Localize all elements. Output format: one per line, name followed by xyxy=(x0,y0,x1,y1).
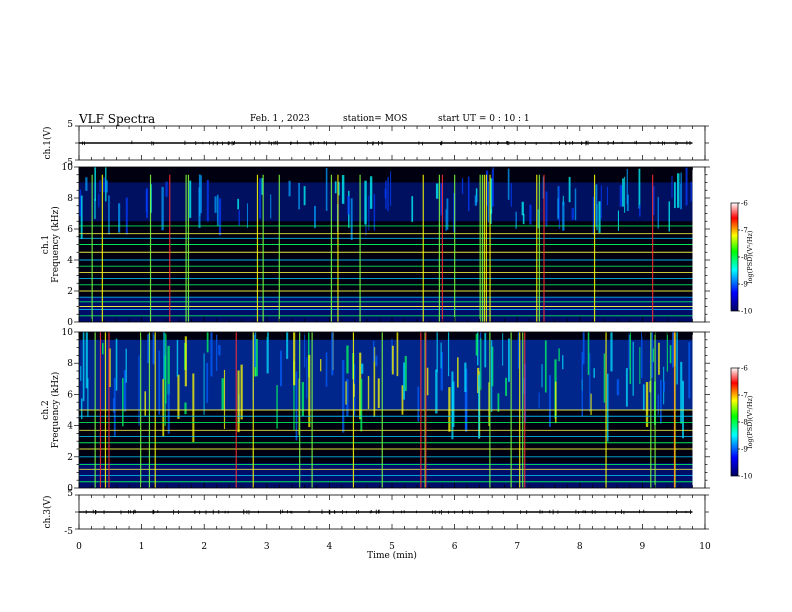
ch1-spectrogram-ytick-label: 6 xyxy=(67,225,73,235)
date-label: Feb. 1 , 2023 xyxy=(250,114,310,124)
colorbar-tick-label: -8 xyxy=(741,254,748,262)
ch3-waveform-ytick-label: -5 xyxy=(64,527,73,537)
colorbar-tick-label: -8 xyxy=(741,419,748,427)
ch1-waveform-ytick-label: 5 xyxy=(67,120,73,130)
colorbar-tick-label: -10 xyxy=(741,308,752,316)
colorbar-tick-label: -6 xyxy=(741,200,748,208)
emission-band xyxy=(79,339,693,410)
x-tick-label: 3 xyxy=(264,542,270,552)
ch1-spectrogram-channel-label: ch.1 xyxy=(41,235,51,254)
x-tick-label: 6 xyxy=(452,542,458,552)
ch3-waveform-ylabel: ch.3(V) xyxy=(42,496,53,529)
colorbar-gradient xyxy=(730,367,739,477)
ch2-spectrogram-colorbar: -6 -7 -8 -9 -10 log(PSD)(V²/Hz) xyxy=(730,365,754,481)
ch3-waveform-plot xyxy=(79,509,693,515)
colorbar-tick-label: -9 xyxy=(741,281,748,289)
x-tick-label: 5 xyxy=(389,542,395,552)
station-label: station= MOS xyxy=(343,114,408,124)
ch1-waveform-ylabel: ch.1(V) xyxy=(42,127,53,160)
ch1-spectrogram-ytick-label: 4 xyxy=(67,256,73,266)
colorbar-tick-label: -7 xyxy=(741,227,748,235)
ch2-spectrogram-ytick-label: 8 xyxy=(67,359,73,369)
ch1-spectrogram-ytick-label: 2 xyxy=(67,287,73,297)
x-tick-label: 4 xyxy=(327,542,333,552)
ch2-spectrogram-ytick-label: 6 xyxy=(67,390,73,400)
ch1-spectrogram-ytick-label: 0 xyxy=(67,318,73,328)
ch2-spectrogram-ytick-label: 10 xyxy=(62,328,74,338)
colorbar-tick-label: -7 xyxy=(741,392,748,400)
ch1-waveform-plot xyxy=(79,140,693,146)
ch1-spectrogram-plot xyxy=(79,167,693,322)
ch2-spectrogram-ytick-label: 0 xyxy=(67,484,73,494)
ch2-spectrogram-channel-label: ch.2 xyxy=(41,400,51,419)
chart-title: VLF Spectra xyxy=(79,112,156,126)
colorbar-label: log(PSD)(V²/Hz) xyxy=(746,395,754,448)
ch3-waveform-ytick-label: 5 xyxy=(67,489,73,499)
x-axis-label: Time (min) xyxy=(367,550,417,561)
x-tick-label: 0 xyxy=(76,542,82,552)
colorbar-label: log(PSD)(V²/Hz) xyxy=(746,230,754,283)
colorbar-tick-label: -10 xyxy=(741,473,752,481)
x-tick-label: 7 xyxy=(514,542,520,552)
ch1-spectrogram-ytick-label: 10 xyxy=(62,163,74,173)
colorbar-tick-label: -6 xyxy=(741,365,748,373)
start-ut-label: start UT = 0 : 10 : 1 xyxy=(438,114,530,124)
x-tick-label: 8 xyxy=(577,542,583,552)
ch1-spectrogram-colorbar: -6 -7 -8 -9 -10 log(PSD)(V²/Hz) xyxy=(730,200,754,316)
ch2-spectrogram-ytick-label: 4 xyxy=(67,422,73,432)
x-tick-label: 10 xyxy=(699,542,711,552)
ch1-waveform-ytick-label: -5 xyxy=(64,158,73,168)
colorbar-tick-label: -9 xyxy=(741,446,748,454)
ch1-spectrogram-ytick-label: 8 xyxy=(67,194,73,204)
x-tick-label: 1 xyxy=(139,542,145,552)
ch2-spectrogram-ylabel: Frequency (kHz) xyxy=(50,372,61,449)
x-tick-label: 9 xyxy=(640,542,646,552)
ch1-spectrogram-ylabel: Frequency (kHz) xyxy=(50,206,61,283)
x-tick-label: 2 xyxy=(201,542,207,552)
ch2-spectrogram-plot xyxy=(79,332,693,488)
ch2-spectrogram-ytick-label: 2 xyxy=(67,453,73,463)
colorbar-gradient xyxy=(730,202,739,312)
